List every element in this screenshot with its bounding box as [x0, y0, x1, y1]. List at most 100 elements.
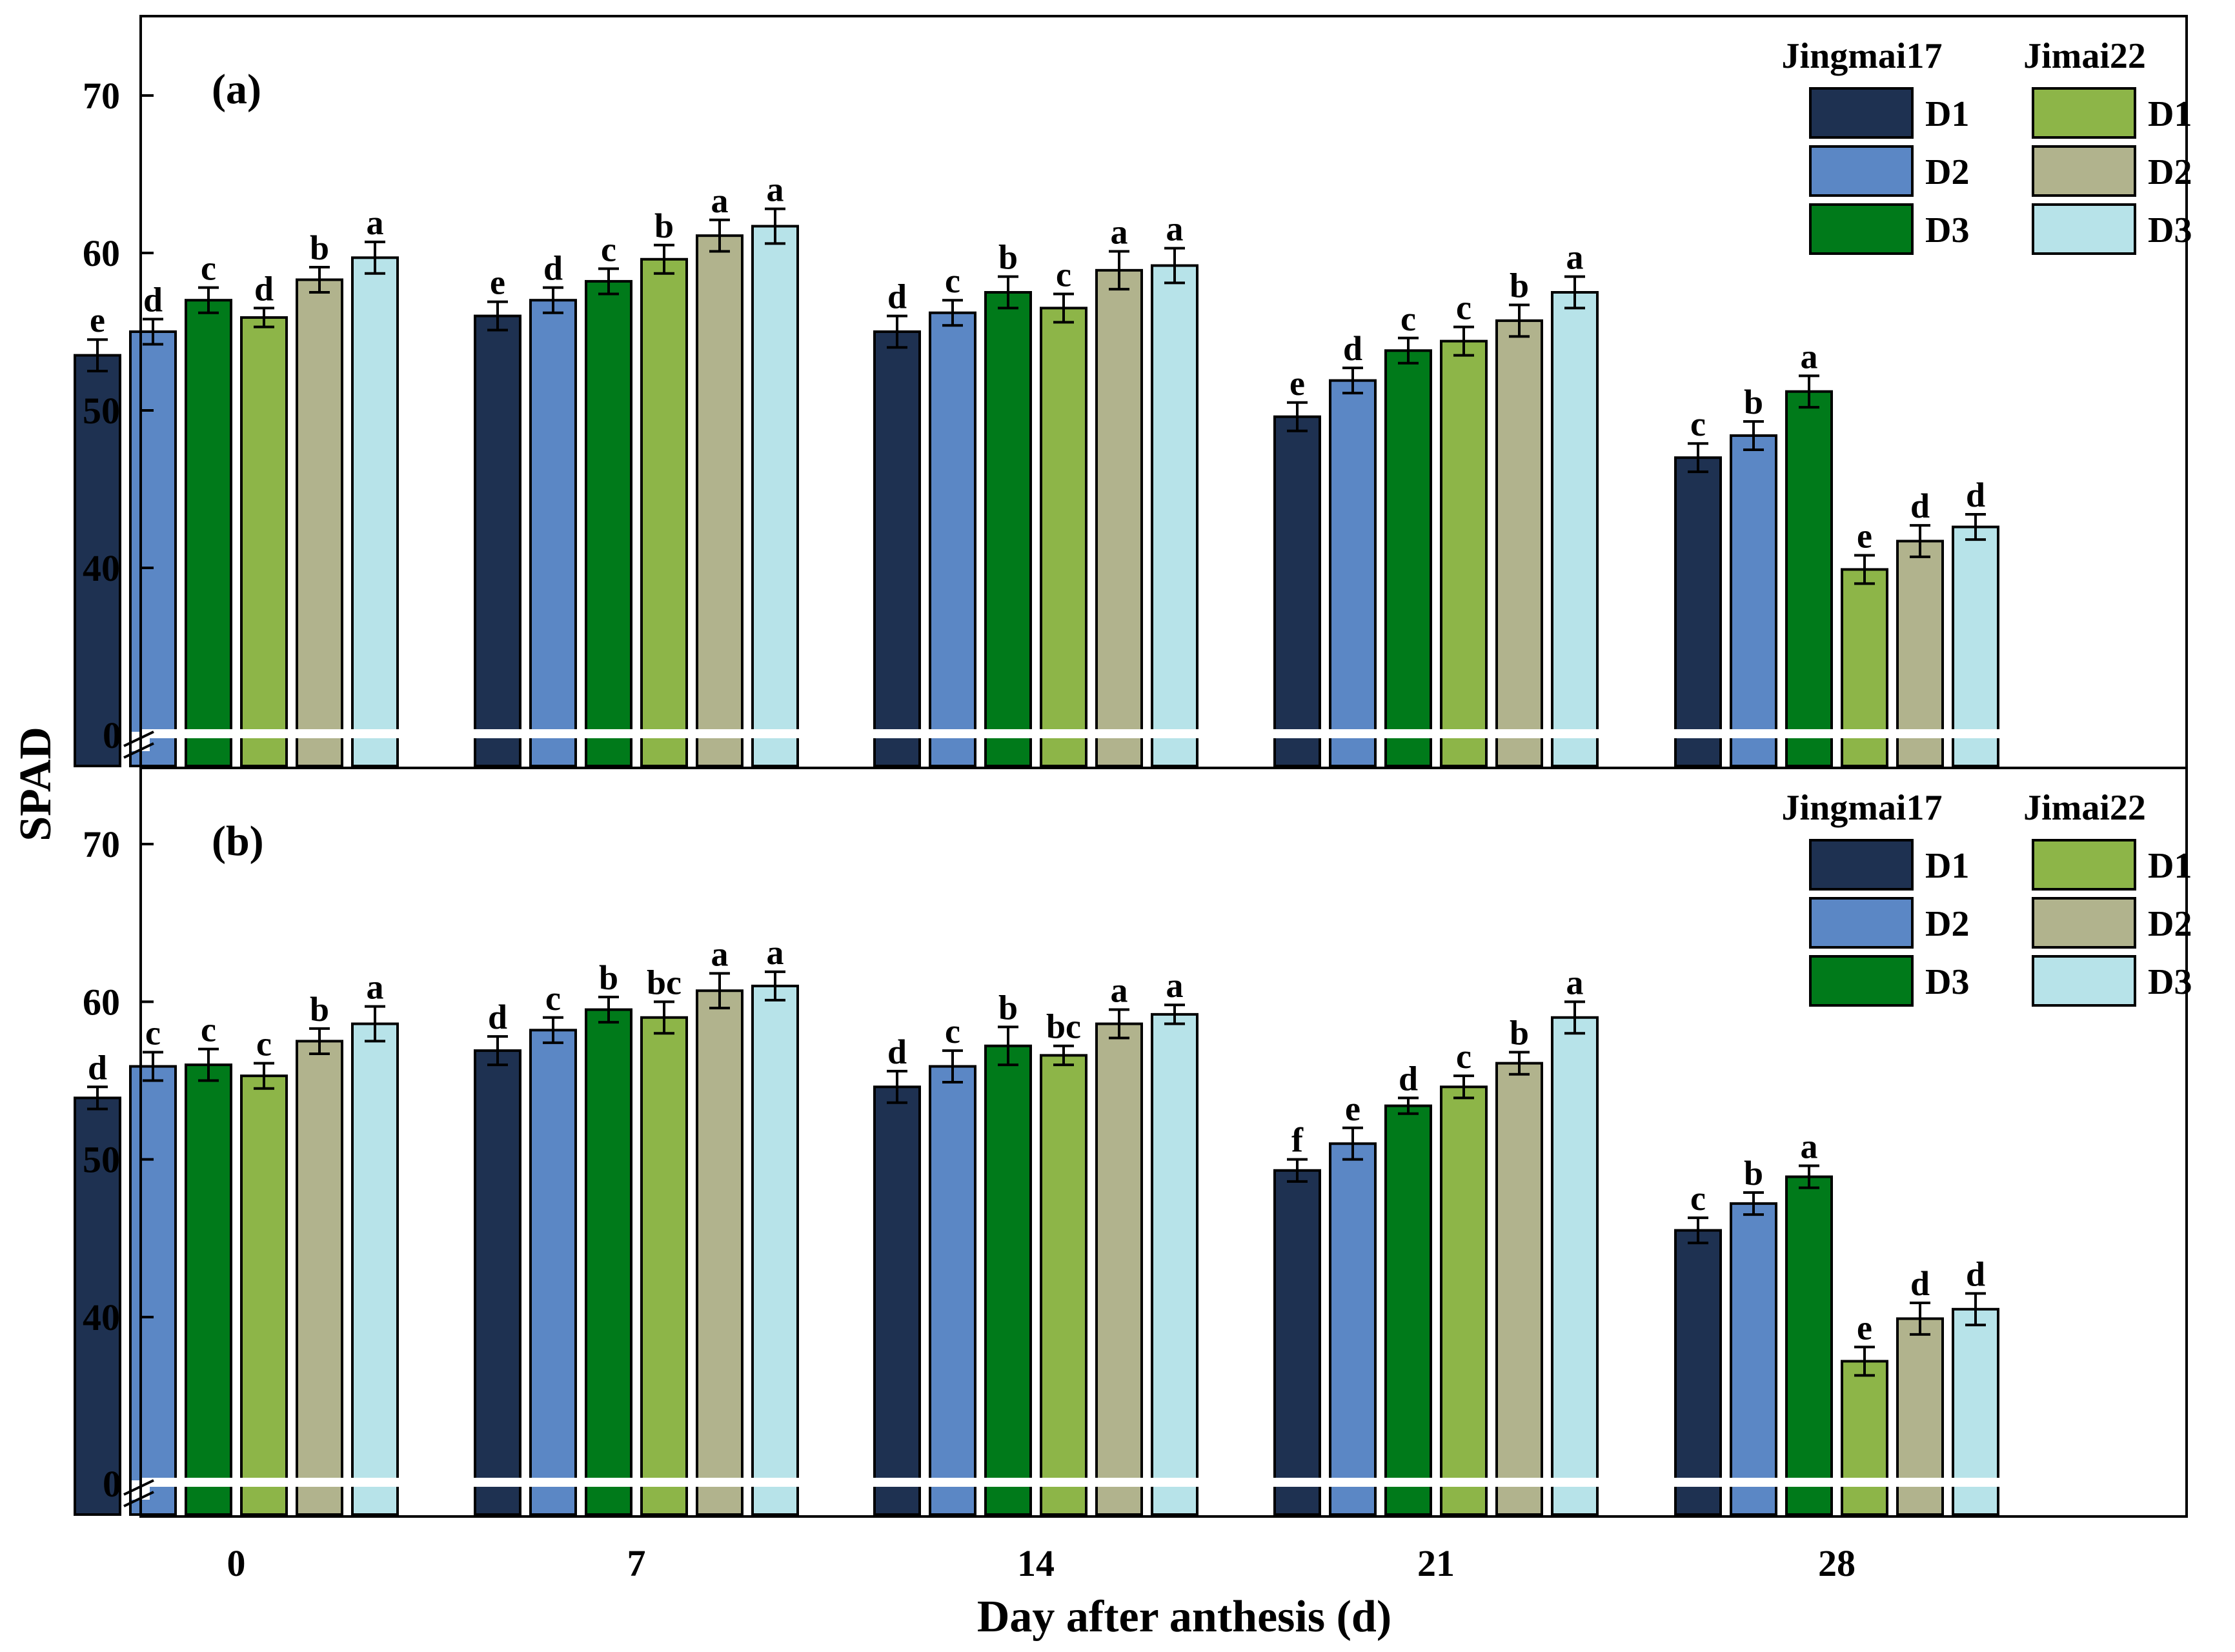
bar	[1730, 1202, 1777, 1516]
significance-letter: a	[367, 968, 384, 1007]
significance-letter: b	[1744, 1154, 1763, 1193]
significance-letter: c	[1401, 299, 1416, 338]
bar	[984, 1044, 1032, 1516]
legend-swatch	[2032, 897, 2136, 949]
legend-layer: Jingmai17D1D2D3Jimai22D1D2D3Jingmai17D1D…	[1782, 36, 2192, 1007]
significance-letter: d	[254, 269, 274, 308]
significance-letter: a	[1801, 1127, 1818, 1165]
x-tick-label: 0	[227, 1542, 246, 1584]
significance-letter: d	[887, 1032, 907, 1071]
bar	[1896, 539, 1944, 768]
legend-swatch	[1809, 955, 1914, 1007]
legend-item-label: D3	[1925, 210, 1969, 250]
bar	[696, 234, 743, 768]
bar	[1674, 1229, 1722, 1516]
significance-letter: e	[1857, 516, 1872, 555]
significance-letter: e	[490, 263, 505, 302]
bar	[1384, 349, 1432, 767]
significance-letter: c	[1456, 288, 1471, 327]
significance-letter: b	[1510, 267, 1529, 305]
legend-swatch	[1809, 145, 1914, 197]
legend-swatch	[2032, 203, 2136, 255]
y-tick-label: 50	[83, 1139, 120, 1181]
bar	[640, 1016, 688, 1516]
legend-swatch	[2032, 955, 2136, 1007]
legend-swatch	[2032, 145, 2136, 197]
bar	[351, 256, 399, 767]
significance-letter: a	[1566, 963, 1584, 1002]
bar	[74, 354, 121, 767]
bar	[474, 314, 521, 768]
significance-letter: d	[1910, 1264, 1930, 1303]
axis-break-mark	[123, 730, 154, 747]
bar	[1841, 1360, 1888, 1516]
bars-layer	[74, 207, 1999, 1516]
significance-letter: a	[1111, 971, 1128, 1010]
bar	[240, 316, 288, 768]
significance-letter: d	[543, 249, 563, 288]
y-axis-title: SPAD	[11, 727, 61, 841]
significance-letter: d	[887, 277, 907, 316]
axis-break-mark	[123, 1491, 154, 1507]
legend-swatch	[1809, 87, 1914, 139]
significance-letter: a	[1111, 213, 1128, 252]
significance-letter: a	[711, 934, 729, 973]
legend-group-title: Jimai22	[2023, 36, 2146, 76]
significance-letter: a	[767, 933, 784, 972]
axis-break-band	[141, 729, 2187, 738]
significance-letter: bc	[647, 963, 682, 1002]
significance-letter: e	[1289, 364, 1305, 403]
significance-letter: a	[1166, 210, 1184, 248]
axis-break-mark	[123, 1479, 154, 1496]
significance-letter: b	[310, 990, 329, 1029]
bar	[129, 330, 177, 767]
bar	[984, 291, 1032, 767]
y-tick-label: 40	[83, 1296, 120, 1338]
bar	[1151, 264, 1198, 767]
significance-letter: b	[998, 238, 1018, 277]
bar	[1952, 525, 1999, 767]
significance-letter: c	[1690, 405, 1706, 443]
panel-label: (a)	[212, 66, 261, 113]
significance-letter: a	[711, 181, 729, 220]
legend-group-title: Jingmai17	[1782, 36, 1943, 76]
bar	[185, 299, 232, 767]
plot-frame	[139, 767, 2188, 1518]
significance-letter: c	[1056, 255, 1071, 294]
y-tick-label: 50	[83, 390, 120, 432]
bar	[1495, 319, 1543, 768]
bar	[1785, 390, 1833, 767]
significance-letter: b	[998, 988, 1018, 1027]
bar	[1095, 1022, 1143, 1516]
legend-swatch	[1809, 897, 1914, 949]
significance-letter: b	[599, 958, 618, 997]
significance-letter: b	[1744, 383, 1763, 421]
significance-letter: c	[945, 1012, 960, 1051]
significance-letter: a	[367, 203, 384, 242]
bar	[1040, 307, 1087, 767]
x-tick-label: 21	[1417, 1542, 1455, 1584]
bar	[529, 1029, 577, 1516]
significance-letter: b	[654, 206, 674, 245]
bar	[240, 1074, 288, 1516]
legend-group-title: Jingmai17	[1782, 788, 1943, 828]
bar	[873, 330, 921, 767]
bar	[1730, 434, 1777, 767]
y-tick-label: 0	[103, 1463, 121, 1505]
bar	[1495, 1062, 1543, 1516]
bar	[1551, 291, 1599, 767]
legend-item-label: D1	[1925, 94, 1969, 134]
significance-letter: b	[1510, 1014, 1529, 1053]
bar	[751, 984, 799, 1516]
axis-break-band	[141, 1478, 2187, 1487]
significance-letter: c	[1456, 1037, 1471, 1076]
bar	[129, 1065, 177, 1516]
significance-letter: d	[143, 280, 163, 319]
bar	[185, 1063, 232, 1516]
legend-group-title: Jimai22	[2023, 788, 2146, 828]
x-axis-title: Day after anthesis (d)	[977, 1592, 1391, 1642]
significance-letter: e	[1345, 1089, 1360, 1128]
